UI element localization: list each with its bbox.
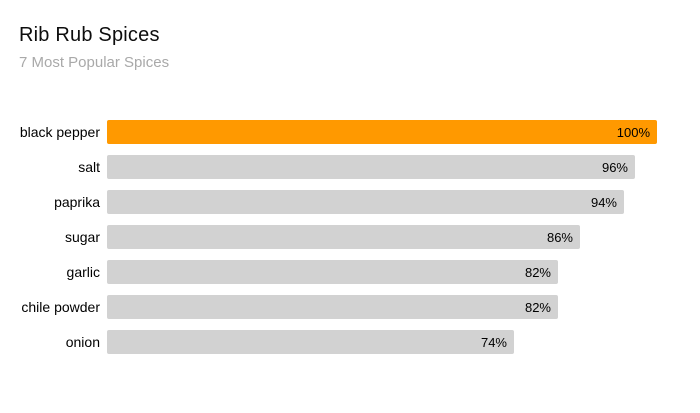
bar-value-label: 86% [546,229,573,245]
bar-category-label: garlic [66,264,100,281]
bar-track: 74% [107,330,657,355]
bar-row: black pepper 100% [0,120,700,145]
bar-category-label: onion [65,334,100,351]
page-subtitle: 7 Most Popular Spices [19,54,170,71]
bar-value-label: 96% [601,159,628,175]
bar: 94% [107,190,624,215]
bar-value-label: 82% [524,264,551,280]
bar-row: salt 96% [0,155,700,180]
bar-category-label: chile powder [21,299,100,316]
bar-category-label: black pepper [19,124,100,141]
bar-row: chile powder 82% [0,295,700,320]
bar-value-label: 94% [590,194,617,210]
bar-category-label: salt [78,159,100,176]
bar-value-label: 100% [616,124,650,140]
bar: 86% [107,225,580,250]
bar-value-label: 74% [480,334,507,350]
bar: 100% [107,120,657,145]
bar-track: 96% [107,155,657,180]
bar-value-label: 82% [524,299,551,315]
bar-row: paprika 94% [0,190,700,215]
bar-row: sugar 86% [0,225,700,250]
bar-track: 100% [107,120,657,145]
bar: 82% [107,295,558,320]
bar-row: garlic 82% [0,260,700,285]
page-title: Rib Rub Spices [19,24,160,46]
bar-chart: black pepper 100% salt 96% paprika 94% s… [0,120,700,355]
bar: 74% [107,330,514,355]
bar-category-label: sugar [64,229,100,246]
bar-category-label: paprika [54,194,100,211]
bar: 82% [107,260,558,285]
bar-track: 94% [107,190,657,215]
bar-track: 86% [107,225,657,250]
bar-row: onion 74% [0,330,700,355]
bar: 96% [107,155,635,180]
bar-track: 82% [107,260,657,285]
chart-header: Rib Rub Spices 7 Most Popular Spices [0,0,700,71]
bar-track: 82% [107,295,657,320]
